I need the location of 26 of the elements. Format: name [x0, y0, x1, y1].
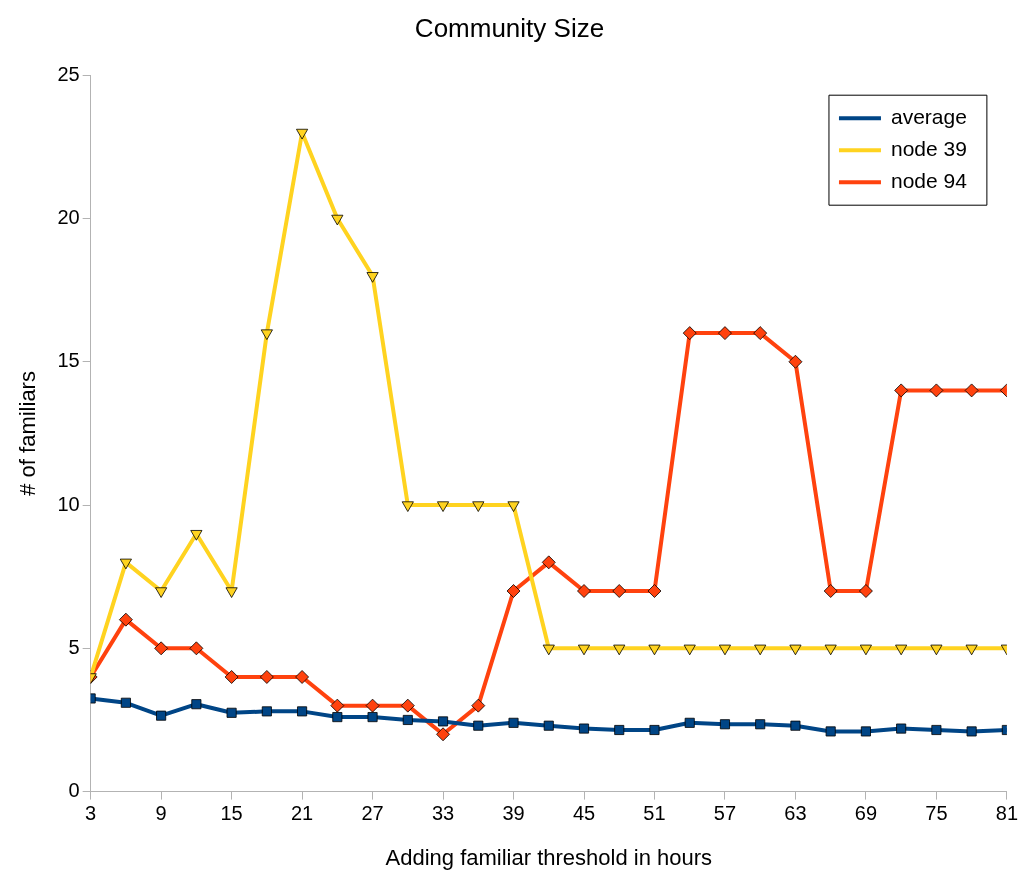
x-tick-label: 81 — [995, 802, 1018, 825]
x-tick-label: 69 — [854, 802, 878, 825]
x-tick-label: 39 — [502, 802, 525, 825]
x-tick-label: 9 — [155, 802, 167, 825]
y-tick-label: 10 — [57, 492, 80, 515]
y-axis-title: # of familiars — [15, 371, 41, 496]
y-tick-label: 20 — [57, 206, 80, 228]
legend-label: node 94 — [890, 169, 968, 192]
x-tick-label: 33 — [431, 802, 455, 825]
x-axis-title: Adding familiar threshold in hours — [385, 844, 713, 870]
legend-label: average — [890, 105, 967, 128]
x-tick-label: 21 — [290, 802, 314, 825]
x-tick-label: 3 — [85, 802, 97, 825]
x-tick-label: 51 — [643, 802, 666, 825]
x-tick-label: 57 — [713, 802, 737, 825]
y-tick-label: 5 — [68, 635, 80, 658]
legend-label: node 39 — [890, 137, 967, 160]
x-tick-label: 75 — [925, 802, 948, 825]
x-tick-label: 27 — [361, 802, 384, 825]
x-tick-label: 15 — [220, 802, 243, 825]
y-tick-label: 25 — [57, 62, 80, 85]
x-tick-label: 63 — [784, 802, 807, 825]
chart-title: Community Size — [414, 12, 605, 43]
y-tick-label: 0 — [68, 779, 80, 802]
y-tick-label: 15 — [57, 349, 80, 372]
x-tick-label: 45 — [572, 802, 596, 825]
